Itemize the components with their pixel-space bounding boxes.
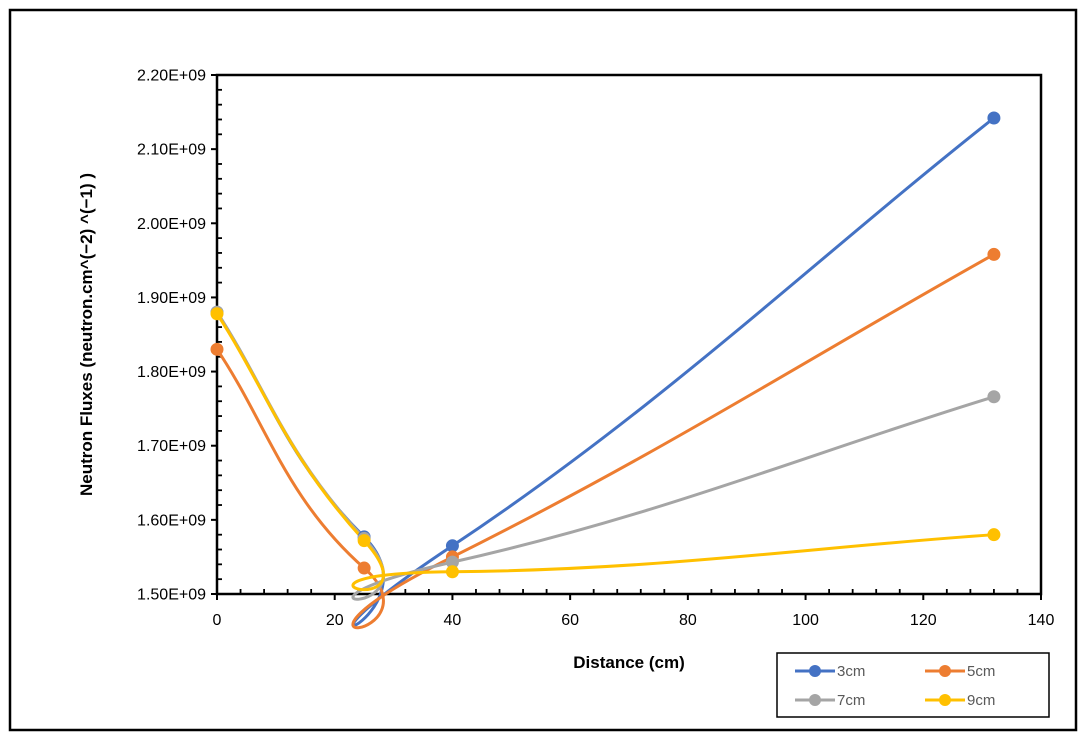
y-tick-label: 1.80E+09 <box>137 364 206 381</box>
data-point-9cm <box>987 528 1001 542</box>
legend-label: 3cm <box>837 663 865 680</box>
plot-area-border <box>215 73 1043 596</box>
x-axis-title: Distance (cm) <box>573 653 684 672</box>
legend-label: 9cm <box>967 692 995 709</box>
legend-items: 3cm 5cm 7cm 9cm <box>795 663 995 709</box>
y-tick-label: 2.00E+09 <box>137 216 206 233</box>
data-point-7cm <box>987 390 1001 404</box>
legend-marker <box>939 694 951 706</box>
y-tick-label: 1.60E+09 <box>137 512 206 529</box>
axis-ticks: 1.50E+09 1.60E+09 1.70E+09 1.80E+09 1.90E+09… <box>137 68 1054 630</box>
x-tick-label: 60 <box>561 612 579 629</box>
y-tick-label: 2.10E+09 <box>137 142 206 159</box>
legend-label: 7cm <box>837 692 865 709</box>
legend-marker <box>809 665 821 677</box>
data-point-9cm <box>445 565 459 579</box>
data-point-5cm <box>357 561 371 575</box>
chart-frame <box>8 8 1078 732</box>
legend-marker <box>809 694 821 706</box>
data-point-3cm <box>987 111 1001 125</box>
legend-label: 5cm <box>967 663 995 680</box>
series-line-9cm <box>215 312 996 592</box>
x-tick-label: 80 <box>679 612 697 629</box>
data-point-9cm <box>210 307 224 321</box>
data-point-9cm <box>357 534 371 548</box>
data-point-5cm <box>987 247 1001 261</box>
data-points-group <box>210 111 1001 579</box>
series-group <box>215 116 996 630</box>
x-tick-label: 40 <box>444 612 462 629</box>
x-tick-label: 20 <box>326 612 344 629</box>
x-tick-label: 140 <box>1028 612 1055 629</box>
x-tick-label: 100 <box>792 612 819 629</box>
legend-box <box>776 652 1050 718</box>
series-line-5cm <box>215 252 996 630</box>
x-tick-label: 0 <box>213 612 222 629</box>
legend-marker <box>939 665 951 677</box>
x-tick-label: 120 <box>910 612 937 629</box>
data-point-5cm <box>210 342 224 356</box>
y-tick-label: 1.50E+09 <box>137 587 206 604</box>
y-tick-label: 2.20E+09 <box>137 68 206 85</box>
legend: 3cm 5cm 7cm 9cm <box>776 652 1050 718</box>
y-tick-label: 1.70E+09 <box>137 438 206 455</box>
y-tick-label: 1.90E+09 <box>137 290 206 307</box>
data-point-3cm <box>445 539 459 553</box>
y-axis-title: Neutron Fluxes (neutron.cm^(−2) ^(−1) ) <box>77 173 96 496</box>
